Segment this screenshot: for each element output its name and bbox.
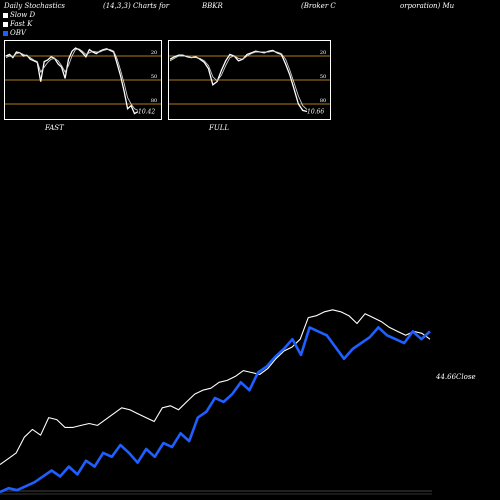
legend-swatch-obv xyxy=(3,30,8,36)
obv-series-line xyxy=(0,326,431,494)
legend-label-fast-k: Fast K xyxy=(10,20,33,28)
fast-tick-label-50: 50 xyxy=(151,74,157,80)
full-panel-label: FULL xyxy=(209,124,230,132)
chart-title-part-3: BBKR xyxy=(202,2,223,10)
chart-title-part-1: Daily Stochastics xyxy=(4,2,66,10)
chart-title-part-5: orporation) Mu xyxy=(400,2,455,10)
legend-swatch-fast-k xyxy=(3,21,8,27)
close-value-label: 44.66Close xyxy=(436,373,476,381)
legend-label-slow-d: Slow D xyxy=(10,11,36,19)
fast-series-1 xyxy=(5,48,139,111)
legend-item-slow-d: Slow D xyxy=(3,11,35,19)
fast-tick-label-20: 80 xyxy=(151,98,157,104)
fast-stochastic-chart: 80 50 20 10.42 xyxy=(4,40,162,120)
full-tick-label-20: 80 xyxy=(320,98,326,104)
full-stochastic-panel: 80 50 20 10.66 xyxy=(168,40,331,120)
fast-tick-label-80: 20 xyxy=(151,50,157,56)
close-series-line xyxy=(0,309,431,466)
fast-last-value-label: 10.42 xyxy=(138,109,155,116)
fast-panel-label: FAST xyxy=(45,124,64,132)
full-last-value-label: 10.66 xyxy=(307,108,324,115)
fast-stochastic-panel: 80 50 20 10.42 xyxy=(4,40,162,120)
chart-title-part-2: (14,3,3) Charts for xyxy=(103,2,170,10)
legend-item-obv: OBV xyxy=(3,29,26,37)
full-series-1 xyxy=(169,50,308,110)
chart-title-part-4: (Broker C xyxy=(301,2,336,10)
legend-item-fast-k: Fast K xyxy=(3,20,32,28)
full-tick-label-80: 20 xyxy=(320,50,326,56)
full-tick-label-50: 50 xyxy=(320,74,326,80)
full-stochastic-chart: 80 50 20 10.66 xyxy=(168,40,331,120)
legend-swatch-slow-d xyxy=(3,12,8,18)
legend-label-obv: OBV xyxy=(10,29,26,37)
